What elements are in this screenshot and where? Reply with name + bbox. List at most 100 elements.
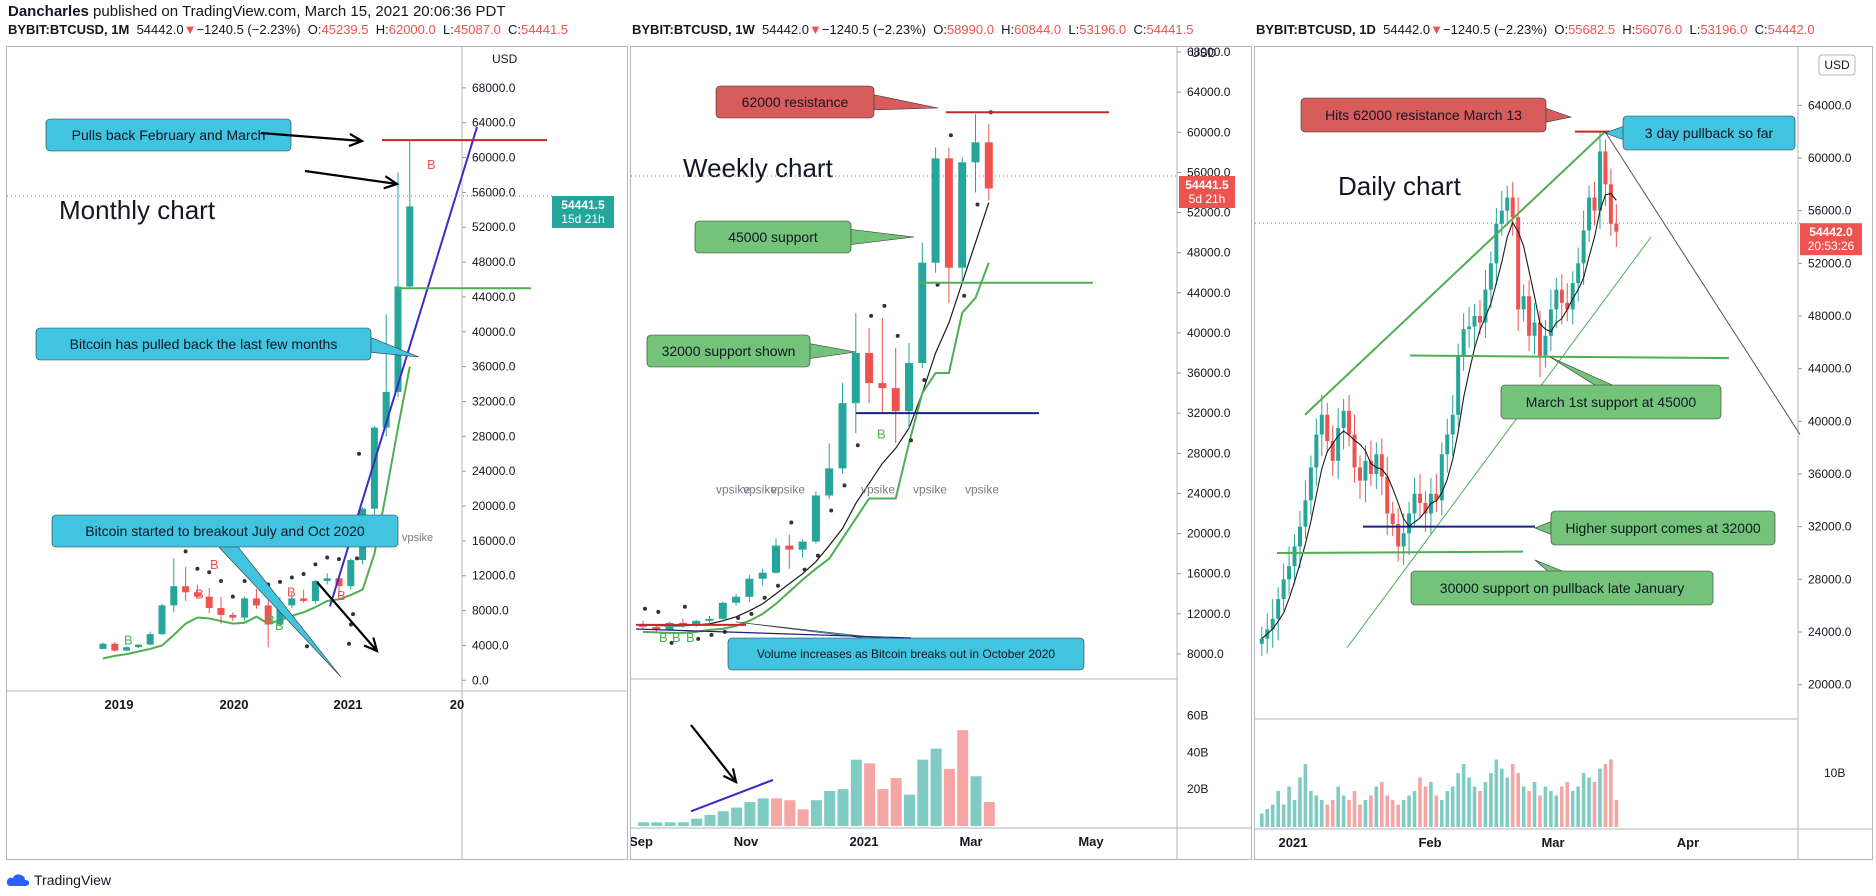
vpsike-label: vpsike <box>402 532 433 544</box>
volume-bar <box>1380 782 1384 827</box>
tradingview-logo[interactable]: TradingView <box>6 872 111 888</box>
candle-body <box>229 614 237 618</box>
callout-box <box>35 327 372 361</box>
candle-body <box>182 586 190 593</box>
callout-text: Pulls back February and March <box>72 127 266 143</box>
callout-box <box>694 220 852 254</box>
last-price-badge <box>552 195 614 228</box>
author-name[interactable]: Dancharles <box>8 3 89 20</box>
candle-body <box>1559 289 1564 303</box>
volume-bar <box>717 811 729 826</box>
psar-dot <box>242 578 247 583</box>
y-tick-label: 48000.0 <box>472 255 516 269</box>
y-tick-label: 64000.0 <box>472 116 516 130</box>
volume-bar <box>1489 773 1493 827</box>
psar-dot <box>709 632 714 637</box>
last-price-value: 54441.5 <box>1185 178 1229 192</box>
x-tick-label: Sep <box>631 834 653 849</box>
ohlc-line-monthly: BYBIT:BTCUSD, 1M 54442.0▼−1240.5 (−2.23%… <box>8 22 569 37</box>
arrow-head <box>363 637 379 653</box>
candle-body <box>745 578 754 597</box>
candle-body <box>931 158 940 263</box>
panel-weekly[interactable]: 8000.0 12000.0 16000.0 20000.0 24000.0 28000.… <box>630 46 1252 860</box>
candle-body <box>1341 410 1346 428</box>
callout-box <box>51 514 399 548</box>
callout-3-day-pullback[interactable]: 3 day pullback so far <box>1604 115 1796 151</box>
callout-pulled-back-months[interactable]: Bitcoin has pulled back the last few mon… <box>35 327 420 361</box>
moving-average-line <box>642 202 990 627</box>
candle-body <box>1516 217 1521 310</box>
volume-bar <box>1336 786 1340 827</box>
callout-pulls-back[interactable]: Pulls back February and March <box>45 118 292 152</box>
callout-text: 45000 support <box>728 229 818 245</box>
volume-bar <box>1363 800 1368 827</box>
psar-dot <box>696 636 701 641</box>
y-tick-label: 24000.0 <box>1808 625 1852 639</box>
callout-higher-support[interactable]: Higher support comes at 32000 <box>1534 510 1776 546</box>
panel-monthly[interactable]: 0.0 4000.0 8000.0 12000.0 16000.0 20000.0 2400… <box>6 46 628 860</box>
candle-body <box>370 427 378 509</box>
psar-dot <box>669 640 674 645</box>
callout-hits-62000[interactable]: Hits 62000 resistance March 13 <box>1300 97 1573 133</box>
candle-body <box>1554 289 1559 310</box>
weekly-chart-svg[interactable]: 8000.0 12000.0 16000.0 20000.0 24000.0 28000.… <box>631 47 1251 859</box>
y-tick-label: 24000.0 <box>1187 486 1231 500</box>
candle-body <box>732 596 741 603</box>
pointer-arrow <box>316 581 378 652</box>
callout-32000-support[interactable]: 32000 support shown <box>646 334 857 368</box>
candle-body <box>1401 533 1406 547</box>
psar-dot <box>829 508 834 513</box>
buy-marker: B <box>337 588 346 603</box>
volume-bar <box>1445 791 1450 827</box>
volume-bar <box>1358 804 1362 827</box>
volume-bar <box>1603 764 1608 827</box>
y-tick-label: 56000.0 <box>472 185 516 199</box>
callout-62000-resistance[interactable]: 62000 resistance <box>715 85 939 119</box>
psar-dot <box>643 606 647 611</box>
callout-45000-support[interactable]: 45000 support <box>694 220 915 254</box>
volume-bar <box>824 790 836 826</box>
psar-dot <box>935 282 940 287</box>
volume-bar <box>1598 768 1602 827</box>
volume-bar <box>1500 768 1504 827</box>
psar-dot <box>948 133 953 138</box>
panel-daily[interactable]: 20000.0 24000.0 28000.0 32000.0 36000.0 40000… <box>1254 46 1873 860</box>
candle-body <box>1336 427 1341 461</box>
chart-title: Daily chart <box>1338 171 1462 201</box>
projection-line <box>1604 131 1801 435</box>
candle-body <box>123 647 131 651</box>
callout-march-support[interactable]: March 1st support at 45000 <box>1500 356 1722 420</box>
candle-body <box>772 545 780 573</box>
buy-marker: B <box>275 618 284 633</box>
psar-dot <box>278 579 282 584</box>
volume-bar <box>771 798 782 826</box>
psar-dot <box>305 644 309 649</box>
candle-body <box>300 598 308 602</box>
y-tick-label: 32000.0 <box>1187 406 1231 420</box>
y-tick-label: 52000.0 <box>1187 206 1231 220</box>
last-price-countdown: 5d 21h <box>1189 192 1226 206</box>
y-tick-label: 20000.0 <box>1187 527 1231 541</box>
y-tick-label: 20000.0 <box>472 499 516 513</box>
volume-bar <box>1592 782 1597 827</box>
daily-chart-svg[interactable]: 20000.0 24000.0 28000.0 32000.0 36000.0 40000… <box>1255 47 1872 859</box>
candle-body <box>851 352 860 404</box>
volume-bar <box>704 814 716 826</box>
callout-breakout[interactable]: Bitcoin started to breakout July and Oct… <box>51 514 399 678</box>
chart-title: Monthly chart <box>59 195 216 225</box>
volume-bar <box>664 822 676 826</box>
volume-bar <box>1609 759 1613 827</box>
callout-volume-breakout[interactable]: Volume increases as Bitcoin breaks out i… <box>727 621 1085 671</box>
vpsike-label: vpsike <box>913 482 947 496</box>
callout-pointer <box>1549 356 1622 390</box>
currency-button[interactable] <box>1818 54 1856 76</box>
candle-body <box>665 622 674 630</box>
volume-bar <box>1478 791 1482 827</box>
monthly-chart-svg[interactable]: 0.0 4000.0 8000.0 12000.0 16000.0 20000.0 2400… <box>7 47 627 859</box>
volume-bar <box>890 778 902 826</box>
callout-leader-line <box>635 628 912 639</box>
y-tick-label: 16000.0 <box>1187 567 1231 581</box>
callout-30000-support[interactable]: 30000 support on pullback late January <box>1410 559 1714 606</box>
candle-body <box>111 643 119 651</box>
candle-body <box>1510 197 1515 218</box>
